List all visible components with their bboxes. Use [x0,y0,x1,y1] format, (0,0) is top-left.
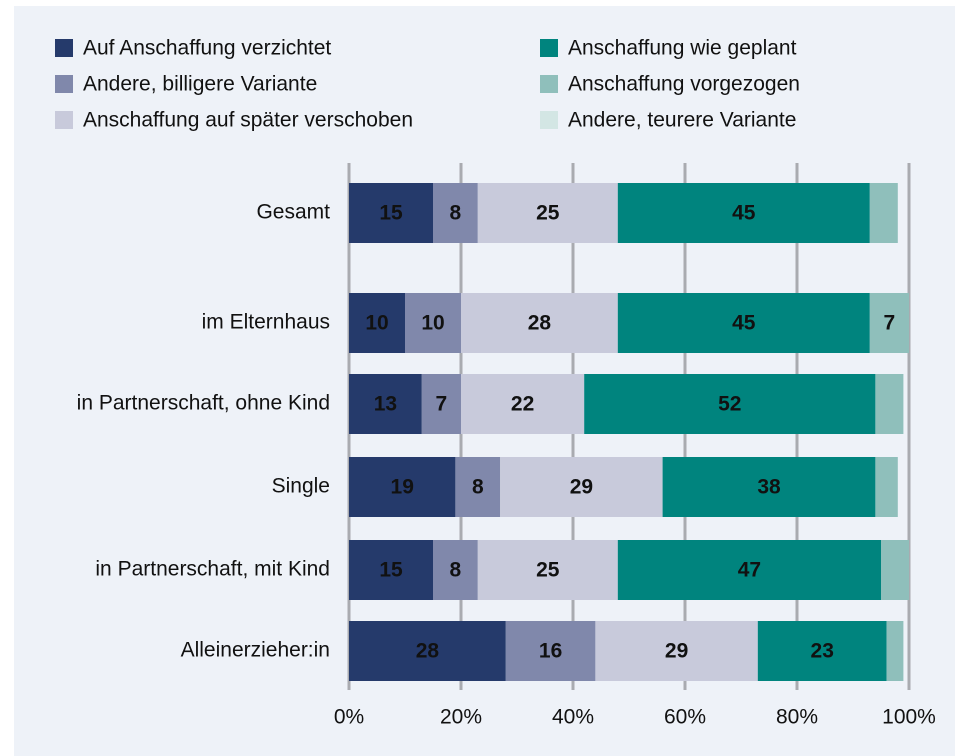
x-tick-label: 100% [882,706,936,729]
bar-segment [881,540,909,600]
bar-segment [433,540,478,600]
data-label: 29 [665,640,688,663]
legend-label: Andere, teurere Variante [568,109,796,132]
data-label: 45 [732,202,756,225]
y-tick-label: Alleinerzieher:in [181,639,330,662]
x-tick-label: 40% [552,706,594,729]
y-tick-label: in Partnerschaft, ohne Kind [77,392,330,415]
data-label: 25 [536,559,560,582]
bar-segment [875,374,904,434]
bar-segment [595,621,758,681]
x-tick-label: 20% [440,706,482,729]
data-label: 8 [472,476,484,499]
bar-segment [875,457,898,517]
y-tick-label: im Elternhaus [202,311,330,334]
y-tick-label: Gesamt [256,201,330,224]
data-label: 45 [732,312,756,335]
legend-swatch [55,75,73,93]
bar-segment [461,293,618,353]
data-label: 7 [884,312,896,335]
data-label: 15 [379,559,403,582]
bar-segment [405,293,461,353]
top-strip [0,0,955,6]
bar-segment [461,374,585,434]
bar-segment [477,183,618,243]
data-label: 38 [757,476,781,499]
data-label: 16 [539,640,562,663]
data-label: 8 [450,202,462,225]
data-label: 13 [374,393,397,416]
data-label: 28 [528,312,552,335]
bar-segment [349,540,433,600]
bar-segment [477,540,618,600]
bar-segment [433,183,478,243]
data-label: 10 [421,312,444,335]
legend-swatch [540,75,558,93]
data-label: 52 [718,393,741,416]
legend-label: Anschaffung wie geplant [568,37,797,60]
x-tick-label: 0% [334,706,364,729]
bar-segment [886,621,904,681]
bar-segment [421,374,461,434]
legend-label: Andere, billigere Variante [83,73,317,96]
legend-label: Anschaffung auf später verschoben [83,109,413,132]
x-tick-label: 80% [776,706,818,729]
bar-segment [757,621,887,681]
bar-segment [349,457,456,517]
legend-swatch [55,39,73,57]
data-label: 19 [391,476,414,499]
x-tick-label: 60% [664,706,706,729]
data-label: 7 [436,393,448,416]
legend-label: Anschaffung vorgezogen [568,73,800,96]
data-label: 23 [811,640,834,663]
data-label: 29 [570,476,593,499]
data-label: 10 [365,312,388,335]
bar-segment [617,540,881,600]
bar-segment [455,457,501,517]
bar-segment [617,293,870,353]
bar-segment [349,621,506,681]
data-label: 22 [511,393,534,416]
bar-segment [349,374,422,434]
data-label: 47 [738,559,761,582]
bar-segment [349,293,405,353]
bar-segment [617,183,870,243]
data-label: 8 [450,559,462,582]
bar-segment [505,621,596,681]
data-label: 15 [379,202,403,225]
legend-swatch [540,111,558,129]
bar-segment [662,457,876,517]
bar-segment [869,183,898,243]
bar-segment [869,293,909,353]
legend-swatch [55,111,73,129]
data-label: 28 [416,640,440,663]
data-label: 25 [536,202,560,225]
bar-segment [349,183,433,243]
left-strip [0,0,14,756]
bar-segment [584,374,876,434]
y-tick-label: Single [272,475,330,498]
y-tick-label: in Partnerschaft, mit Kind [95,558,330,581]
legend-label: Auf Anschaffung verzichtet [83,37,331,60]
legend-swatch [540,39,558,57]
bar-segment [500,457,663,517]
